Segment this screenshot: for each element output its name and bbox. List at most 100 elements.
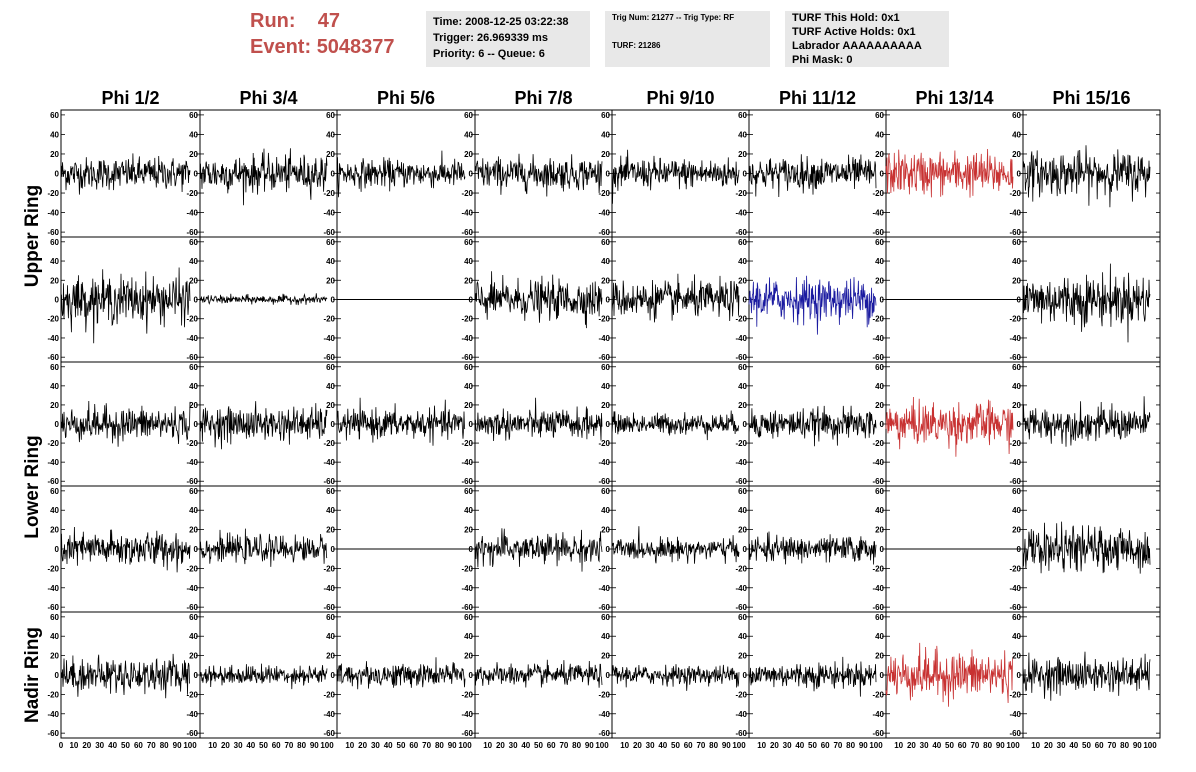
x-tick-label: 30 — [783, 741, 792, 750]
y-tick-label: -40 — [186, 710, 198, 719]
x-tick-label: 80 — [709, 741, 718, 750]
y-tick-label: -40 — [461, 334, 473, 343]
y-tick-label: 20 — [875, 401, 884, 410]
labrador-text: Labrador AAAAAAAAAA — [792, 40, 922, 52]
y-tick-label: 20 — [875, 150, 884, 159]
x-tick-label: 60 — [547, 741, 556, 750]
waveform-panel: -60 -40 -20 0 20 40 60 — [598, 611, 750, 739]
x-tick-label: 70 — [422, 741, 431, 750]
y-tick-label: -20 — [186, 439, 198, 448]
waveform-panel: -60 -40 -20 0 20 40 60 — [1009, 236, 1161, 363]
y-tick-label: -20 — [735, 690, 747, 699]
y-tick-label: 20 — [1012, 150, 1021, 159]
y-tick-label: 20 — [326, 401, 335, 410]
y-tick-label: 0 — [606, 170, 611, 179]
waveform-trace — [60, 526, 191, 573]
x-tick-label: 70 — [1107, 741, 1116, 750]
run-event-header: Run: 47 Event: 5048377 — [250, 8, 420, 66]
y-tick-label: -40 — [598, 458, 610, 467]
waveform-panel: -60 -40 -20 0 20 40 60 — [735, 611, 887, 739]
x-tick-label: 40 — [521, 741, 530, 750]
y-tick-label: -20 — [461, 315, 473, 324]
y-tick-label: -60 — [186, 603, 198, 612]
waveform-panel: -60 -40 -20 0 20 40 60 — [323, 361, 476, 487]
y-tick-label: -40 — [47, 458, 59, 467]
waveform-trace — [474, 397, 603, 442]
waveform-panel: -60 -40 -20 0 20 40 60 — [47, 611, 201, 739]
event-value: 5048377 — [316, 36, 395, 58]
waveform-panel: -60 -40 -20 0 20 40 60 — [598, 109, 750, 238]
waveform-trace — [748, 405, 877, 447]
x-tick-label: 10 — [345, 741, 354, 750]
y-tick-label: 20 — [189, 150, 198, 159]
y-tick-label: 40 — [50, 506, 59, 515]
x-tick-label: 60 — [1095, 741, 1104, 750]
waveform-trace — [748, 275, 877, 335]
y-tick-label: 20 — [738, 401, 747, 410]
y-tick-label: 40 — [601, 130, 610, 139]
waveform-panel: -60 -40 -20 0 20 40 60 — [461, 236, 613, 363]
y-tick-label: -40 — [323, 458, 335, 467]
waveform-trace — [60, 153, 191, 195]
y-tick-label: -60 — [461, 603, 473, 612]
x-tick-label: 40 — [1069, 741, 1078, 750]
y-tick-label: -40 — [1009, 584, 1021, 593]
waveform-trace — [611, 149, 740, 204]
y-tick-label: -60 — [598, 228, 610, 237]
waveform-trace — [199, 401, 328, 450]
y-tick-label: -20 — [1009, 315, 1021, 324]
y-tick-label: 40 — [601, 257, 610, 266]
x-tick-label: 100 — [183, 741, 197, 750]
y-tick-label: -20 — [598, 690, 610, 699]
x-tick-label: 90 — [173, 741, 182, 750]
x-tick-label: 20 — [633, 741, 642, 750]
y-tick-label: 40 — [464, 506, 473, 515]
y-tick-label: -20 — [735, 189, 747, 198]
y-tick-label: -60 — [47, 228, 59, 237]
y-tick-label: 0 — [469, 420, 474, 429]
y-tick-label: -20 — [323, 315, 335, 324]
x-tick-label: 100 — [458, 741, 472, 750]
waveform-panel: -60 -40 -20 0 20 40 60 — [186, 361, 338, 487]
y-tick-label: 40 — [1012, 382, 1021, 391]
y-tick-label: 60 — [189, 111, 198, 120]
x-tick-label: 30 — [234, 741, 243, 750]
y-tick-label: 40 — [1012, 506, 1021, 515]
y-tick-label: 20 — [875, 652, 884, 661]
y-tick-label: -40 — [47, 209, 59, 218]
waveform-trace — [60, 267, 191, 344]
waveform-trace — [336, 150, 466, 198]
y-tick-label: 60 — [1012, 363, 1021, 372]
y-tick-label: 0 — [331, 170, 336, 179]
y-tick-label: 60 — [875, 487, 884, 496]
y-tick-label: 40 — [601, 382, 610, 391]
y-tick-label: -40 — [186, 334, 198, 343]
x-tick-label: 70 — [284, 741, 293, 750]
y-tick-label: 40 — [50, 257, 59, 266]
x-tick-label: 40 — [384, 741, 393, 750]
y-tick-label: 0 — [606, 296, 611, 305]
y-tick-label: 0 — [331, 545, 336, 554]
x-tick-label: 30 — [646, 741, 655, 750]
y-tick-label: 40 — [189, 632, 198, 641]
y-tick-label: 60 — [50, 487, 59, 496]
y-tick-label: 40 — [464, 632, 473, 641]
y-tick-label: 40 — [875, 257, 884, 266]
y-tick-label: 40 — [738, 257, 747, 266]
y-tick-label: 20 — [50, 652, 59, 661]
column-title: Phi 7/8 — [514, 88, 572, 108]
x-tick-label: 50 — [121, 741, 130, 750]
y-tick-label: -40 — [598, 334, 610, 343]
y-tick-label: -60 — [1009, 729, 1021, 738]
x-tick-label: 90 — [996, 741, 1005, 750]
waveform-trace — [336, 397, 466, 446]
y-tick-label: 0 — [331, 420, 336, 429]
waveform-panel: -60 -40 -20 0 20 40 60 — [598, 236, 750, 363]
y-tick-label: 40 — [875, 506, 884, 515]
y-tick-label: -40 — [461, 710, 473, 719]
x-tick-label: 50 — [808, 741, 817, 750]
y-tick-label: 0 — [469, 545, 474, 554]
trig-num-text: Trig Num: 21277 -- Trig Type: RF — [612, 13, 735, 22]
y-tick-label: 60 — [601, 111, 610, 120]
y-tick-label: -60 — [186, 353, 198, 362]
